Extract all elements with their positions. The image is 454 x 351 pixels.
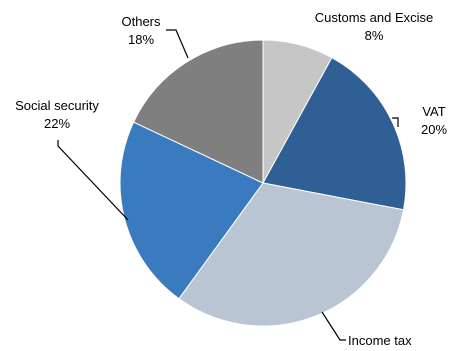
label-social-security-name: Social security [15,98,99,113]
leader-line-income-tax [321,311,346,341]
leader-line-vat [392,117,399,127]
label-vat-name: VAT [422,104,445,119]
pie-slices [119,39,407,327]
label-social-security-value: 22% [44,116,70,131]
label-others-value: 18% [128,32,154,47]
label-others-name: Others [121,14,161,29]
label-income-tax-name: Income tax [348,333,412,348]
pie-slice-income-tax [178,182,405,327]
pie-slice-others [132,39,264,184]
leader-line-social-security [57,140,129,221]
label-vat-value: 20% [421,122,447,137]
pie-slice-vat [262,57,407,211]
label-customs-and-excise-name: Customs and Excise [315,10,434,25]
label-customs-and-excise-value: 8% [365,28,384,43]
leader-line-others [166,29,189,59]
